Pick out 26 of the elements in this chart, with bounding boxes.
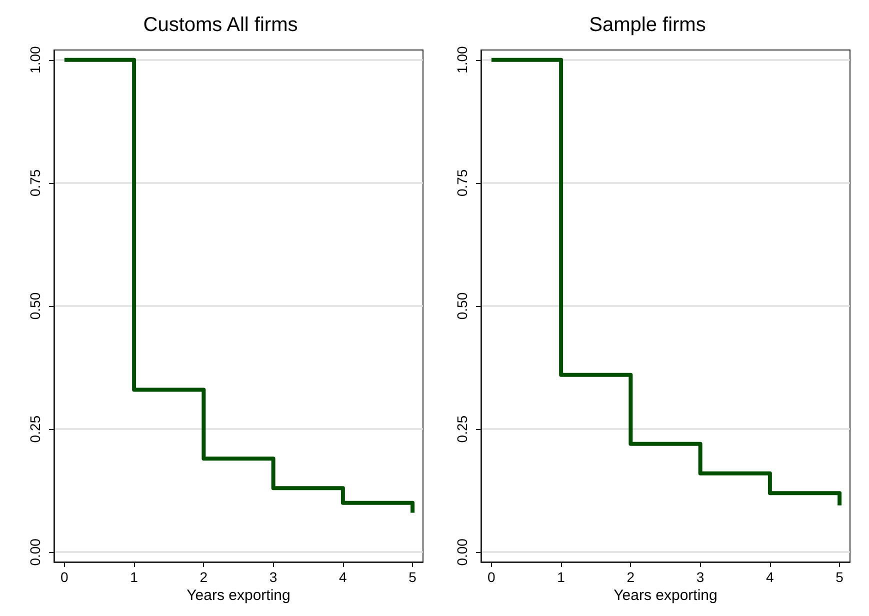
x-tick-label: 3: [269, 569, 278, 585]
y-tick-label: 0.75: [454, 169, 470, 197]
x-tick-label: 5: [408, 569, 417, 585]
x-tick-label: 5: [836, 569, 844, 585]
x-tick-label: 2: [626, 569, 635, 585]
x-axis-title: Years exporting: [186, 587, 290, 604]
x-tick-label: 1: [130, 569, 138, 585]
y-tick-label: 0.25: [454, 415, 470, 443]
x-axis-title: Years exporting: [614, 587, 718, 604]
x-tick-label: 0: [60, 569, 69, 585]
x-tick-label: 3: [696, 569, 704, 585]
y-tick-label: 0.00: [454, 538, 470, 566]
y-tick-label: 0.00: [27, 538, 43, 566]
x-tick-label: 4: [766, 569, 774, 585]
x-tick-label: 2: [200, 569, 208, 585]
chart-title: Sample firms: [589, 14, 706, 36]
y-tick-label: 1.00: [454, 46, 470, 74]
y-tick-label: 0.75: [27, 169, 43, 197]
x-tick-label: 1: [557, 569, 566, 585]
y-tick-label: 0.25: [27, 415, 43, 443]
y-tick-label: 0.50: [454, 292, 470, 320]
chart-title: Customs All firms: [143, 14, 298, 36]
y-tick-label: 0.50: [27, 292, 43, 320]
x-tick-label: 0: [488, 569, 496, 585]
y-tick-label: 1.00: [27, 46, 43, 74]
x-tick-label: 4: [339, 569, 348, 585]
